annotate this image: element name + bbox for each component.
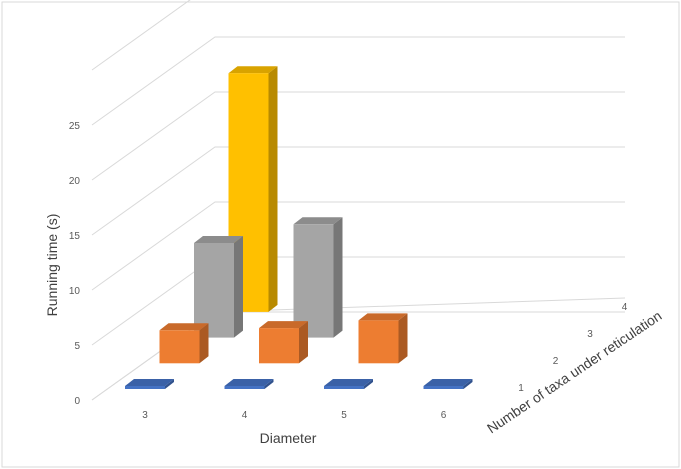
bar-side — [398, 313, 408, 364]
bar-front — [159, 330, 200, 364]
bar-front — [259, 328, 299, 364]
bar-front — [423, 386, 464, 389]
bar — [259, 321, 308, 364]
bar-side — [165, 379, 174, 389]
bars — [125, 66, 473, 389]
gridline — [91, 146, 625, 236]
z-tick-label: 1 — [518, 383, 524, 394]
y-tick-label: 15 — [69, 231, 81, 242]
y-tick-label: 0 — [74, 396, 80, 407]
bar — [125, 379, 174, 389]
bar — [358, 313, 408, 364]
bar-front — [293, 224, 334, 338]
bar-top — [259, 321, 308, 329]
bar-side — [268, 66, 278, 312]
bar — [228, 66, 278, 312]
bar-side — [364, 379, 373, 389]
bar-top — [194, 236, 243, 243]
bar-top — [228, 66, 278, 74]
z-tick-label: 3 — [587, 329, 593, 340]
bar-top — [423, 379, 473, 386]
bar — [224, 379, 274, 389]
bar-side — [234, 236, 243, 338]
bar — [423, 379, 473, 389]
x-tick-label: 4 — [242, 410, 248, 421]
gridline — [91, 91, 625, 181]
bar-front — [324, 386, 364, 389]
y-tick-label: 20 — [69, 176, 81, 187]
y-tick-label: 10 — [69, 286, 81, 297]
bar-top — [293, 217, 343, 225]
bar-front — [358, 320, 399, 364]
bar — [194, 236, 243, 338]
bar-top — [224, 379, 274, 386]
y-tick-label: 5 — [74, 341, 80, 352]
bar-side — [333, 217, 343, 338]
gridline — [91, 201, 625, 291]
bar-side — [299, 321, 308, 364]
bar — [159, 323, 209, 364]
bar — [324, 379, 373, 389]
bar-side — [463, 379, 473, 389]
y-tick-label: 25 — [69, 121, 81, 132]
bar — [293, 217, 343, 338]
bar-front — [125, 386, 165, 389]
x-axis-title: Diameter — [260, 430, 317, 446]
bar-front — [194, 243, 234, 338]
bar-top — [125, 379, 174, 386]
bar-side — [264, 379, 274, 389]
tick-labels: 0 5 10 15 20 25 3 4 5 6 1 2 3 4 — [69, 121, 628, 421]
z-tick-label: 4 — [622, 302, 628, 313]
x-tick-label: 3 — [142, 410, 148, 421]
z-tick-label: 2 — [553, 356, 559, 367]
bar-top — [358, 313, 408, 321]
x-tick-label: 5 — [341, 410, 347, 421]
bar-front — [224, 386, 265, 389]
y-axis-title: Running time (s) — [44, 214, 60, 317]
bar-top — [324, 379, 373, 386]
gridline — [91, 36, 625, 126]
bar-side — [199, 323, 209, 364]
x-tick-label: 6 — [441, 410, 447, 421]
bar-top — [159, 323, 209, 331]
gridline — [91, 0, 191, 71]
